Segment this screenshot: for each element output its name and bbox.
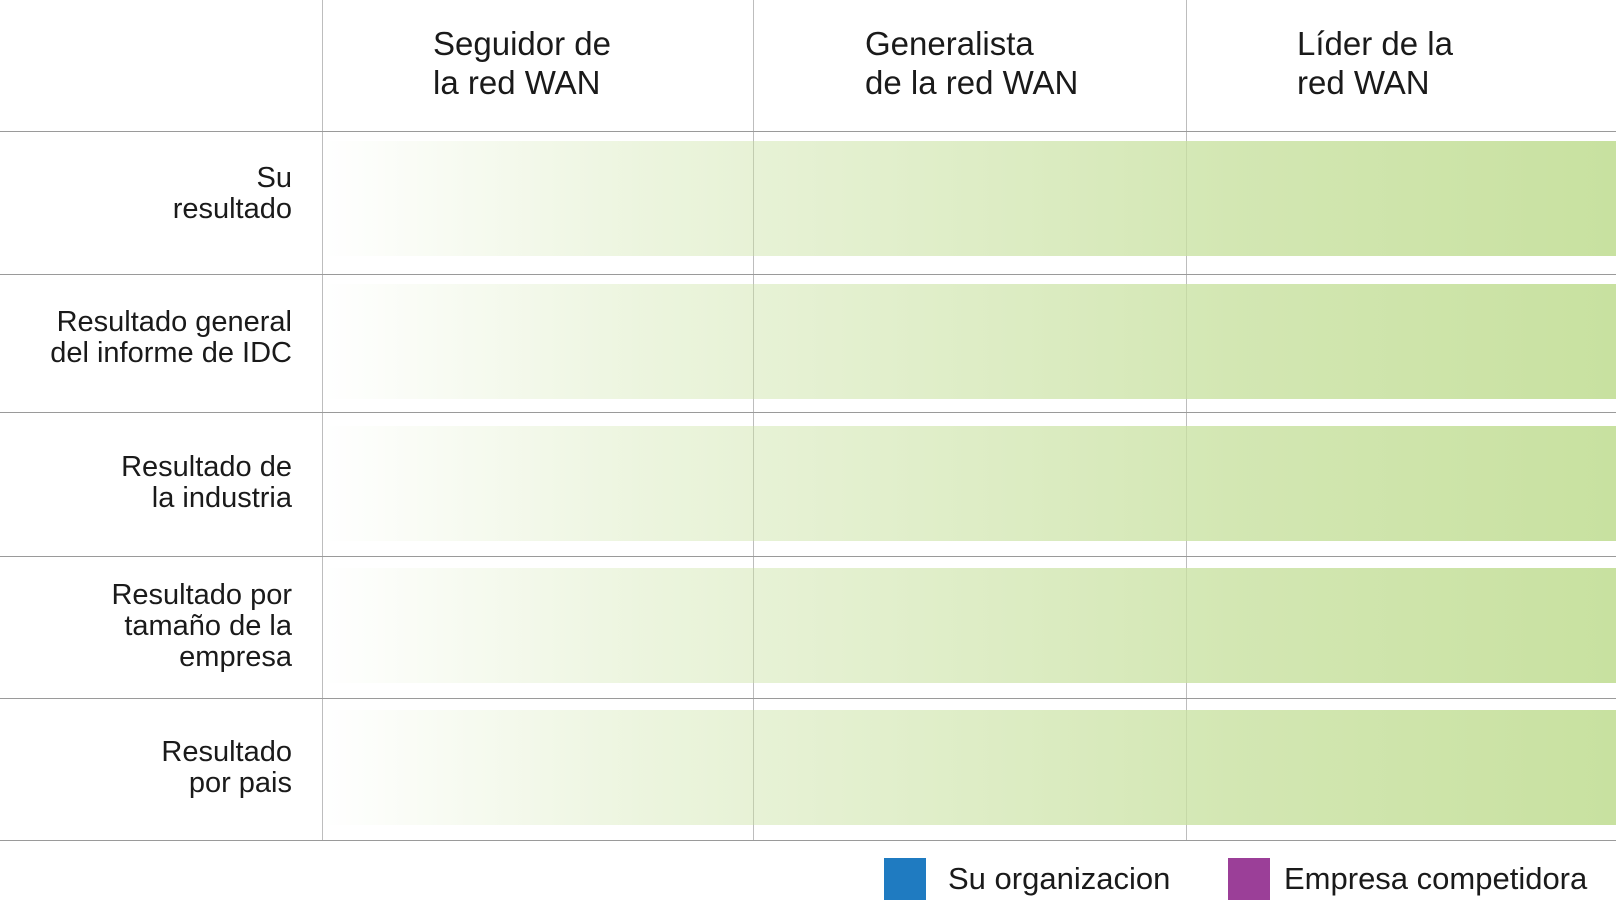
row-label-industry: Resultado de la industria: [121, 451, 292, 514]
gradient-band: [323, 568, 1616, 683]
row-divider: [0, 131, 1616, 132]
gradient-band: [323, 710, 1616, 825]
row-divider: [0, 698, 1616, 699]
column-divider: [1186, 0, 1187, 840]
gradient-band: [323, 426, 1616, 541]
column-divider: [322, 0, 323, 840]
column-header-leader: Líder de la red WAN: [1297, 25, 1453, 101]
row-divider: [0, 412, 1616, 413]
row-label-company-size: Resultado por tamaño de la empresa: [111, 579, 292, 673]
row-label-idc-overall: Resultado general del informe de IDC: [50, 306, 292, 369]
gradient-band: [323, 141, 1616, 256]
legend-item-competitor: Empresa competidora: [1228, 858, 1587, 900]
row-label-country: Resultado por pais: [161, 736, 292, 799]
row-divider: [0, 840, 1616, 841]
gradient-band: [323, 284, 1616, 399]
column-header-follower: Seguidor de la red WAN: [433, 25, 611, 101]
row-divider: [0, 274, 1616, 275]
legend-label: Empresa competidora: [1284, 861, 1588, 896]
legend-swatch-blue: [884, 858, 926, 900]
row-label-your-result: Su resultado: [172, 162, 292, 225]
row-divider: [0, 556, 1616, 557]
legend-item-your-org: Su organizacion: [884, 858, 1170, 900]
column-header-generalist: Generalista de la red WAN: [865, 25, 1079, 101]
legend-label: Su organizacion: [948, 861, 1171, 896]
legend-swatch-purple: [1228, 858, 1270, 900]
column-divider: [753, 0, 754, 840]
